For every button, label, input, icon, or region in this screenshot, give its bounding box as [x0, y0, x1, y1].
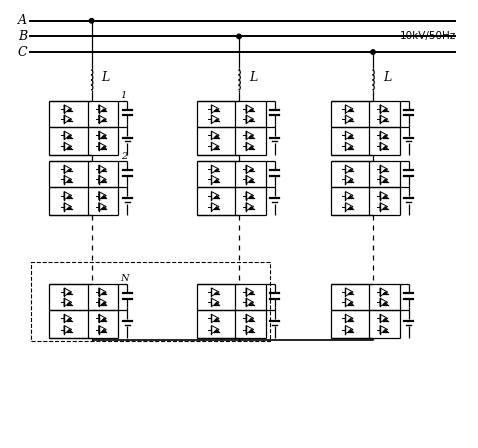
Polygon shape: [214, 119, 219, 121]
Polygon shape: [67, 169, 72, 172]
Polygon shape: [101, 135, 106, 138]
Polygon shape: [249, 302, 254, 305]
Polygon shape: [383, 119, 388, 121]
Polygon shape: [214, 318, 219, 321]
Polygon shape: [383, 179, 388, 182]
Text: 1: 1: [120, 91, 127, 100]
Polygon shape: [249, 119, 254, 121]
Text: A: A: [18, 14, 27, 27]
Polygon shape: [249, 135, 254, 138]
Text: L: L: [249, 72, 257, 85]
Polygon shape: [101, 109, 106, 111]
Polygon shape: [214, 135, 219, 138]
Polygon shape: [101, 169, 106, 172]
Polygon shape: [249, 329, 254, 332]
Polygon shape: [214, 302, 219, 305]
Text: 10kV/50Hz: 10kV/50Hz: [399, 30, 456, 40]
Polygon shape: [383, 318, 388, 321]
Polygon shape: [67, 119, 72, 121]
Polygon shape: [101, 207, 106, 209]
Polygon shape: [383, 135, 388, 138]
Polygon shape: [348, 195, 353, 198]
Polygon shape: [67, 109, 72, 111]
Polygon shape: [383, 195, 388, 198]
Polygon shape: [101, 302, 106, 305]
Text: 2: 2: [120, 151, 127, 160]
Polygon shape: [101, 318, 106, 321]
Text: C: C: [18, 46, 28, 59]
Polygon shape: [383, 146, 388, 149]
Polygon shape: [249, 195, 254, 198]
Polygon shape: [249, 318, 254, 321]
Polygon shape: [214, 179, 219, 182]
Polygon shape: [348, 146, 353, 149]
Polygon shape: [383, 329, 388, 332]
Polygon shape: [249, 207, 254, 209]
Circle shape: [371, 50, 375, 54]
Polygon shape: [348, 318, 353, 321]
Polygon shape: [101, 179, 106, 182]
Polygon shape: [249, 169, 254, 172]
Polygon shape: [67, 207, 72, 209]
Polygon shape: [383, 207, 388, 209]
Polygon shape: [67, 195, 72, 198]
Circle shape: [237, 34, 241, 39]
Polygon shape: [249, 146, 254, 149]
Polygon shape: [383, 169, 388, 172]
Polygon shape: [101, 146, 106, 149]
Polygon shape: [348, 135, 353, 138]
Polygon shape: [101, 195, 106, 198]
Polygon shape: [348, 109, 353, 111]
Polygon shape: [101, 119, 106, 121]
Polygon shape: [101, 292, 106, 294]
Polygon shape: [214, 329, 219, 332]
Polygon shape: [348, 207, 353, 209]
Polygon shape: [214, 292, 219, 294]
Text: N: N: [120, 274, 129, 284]
Polygon shape: [249, 179, 254, 182]
Polygon shape: [67, 329, 72, 332]
Polygon shape: [214, 109, 219, 111]
Polygon shape: [383, 302, 388, 305]
Text: B: B: [18, 30, 27, 43]
Polygon shape: [348, 179, 353, 182]
Text: L: L: [101, 72, 109, 85]
Circle shape: [89, 18, 94, 23]
Text: L: L: [383, 72, 391, 85]
Polygon shape: [67, 318, 72, 321]
Polygon shape: [101, 329, 106, 332]
Polygon shape: [214, 146, 219, 149]
Polygon shape: [383, 109, 388, 111]
Polygon shape: [67, 146, 72, 149]
Polygon shape: [67, 302, 72, 305]
Polygon shape: [348, 292, 353, 294]
Polygon shape: [249, 109, 254, 111]
Polygon shape: [67, 292, 72, 294]
Polygon shape: [214, 169, 219, 172]
Polygon shape: [214, 207, 219, 209]
Polygon shape: [348, 169, 353, 172]
Polygon shape: [214, 195, 219, 198]
Polygon shape: [348, 329, 353, 332]
Polygon shape: [348, 302, 353, 305]
Polygon shape: [348, 119, 353, 121]
Polygon shape: [67, 179, 72, 182]
Polygon shape: [383, 292, 388, 294]
Polygon shape: [249, 292, 254, 294]
Polygon shape: [67, 135, 72, 138]
